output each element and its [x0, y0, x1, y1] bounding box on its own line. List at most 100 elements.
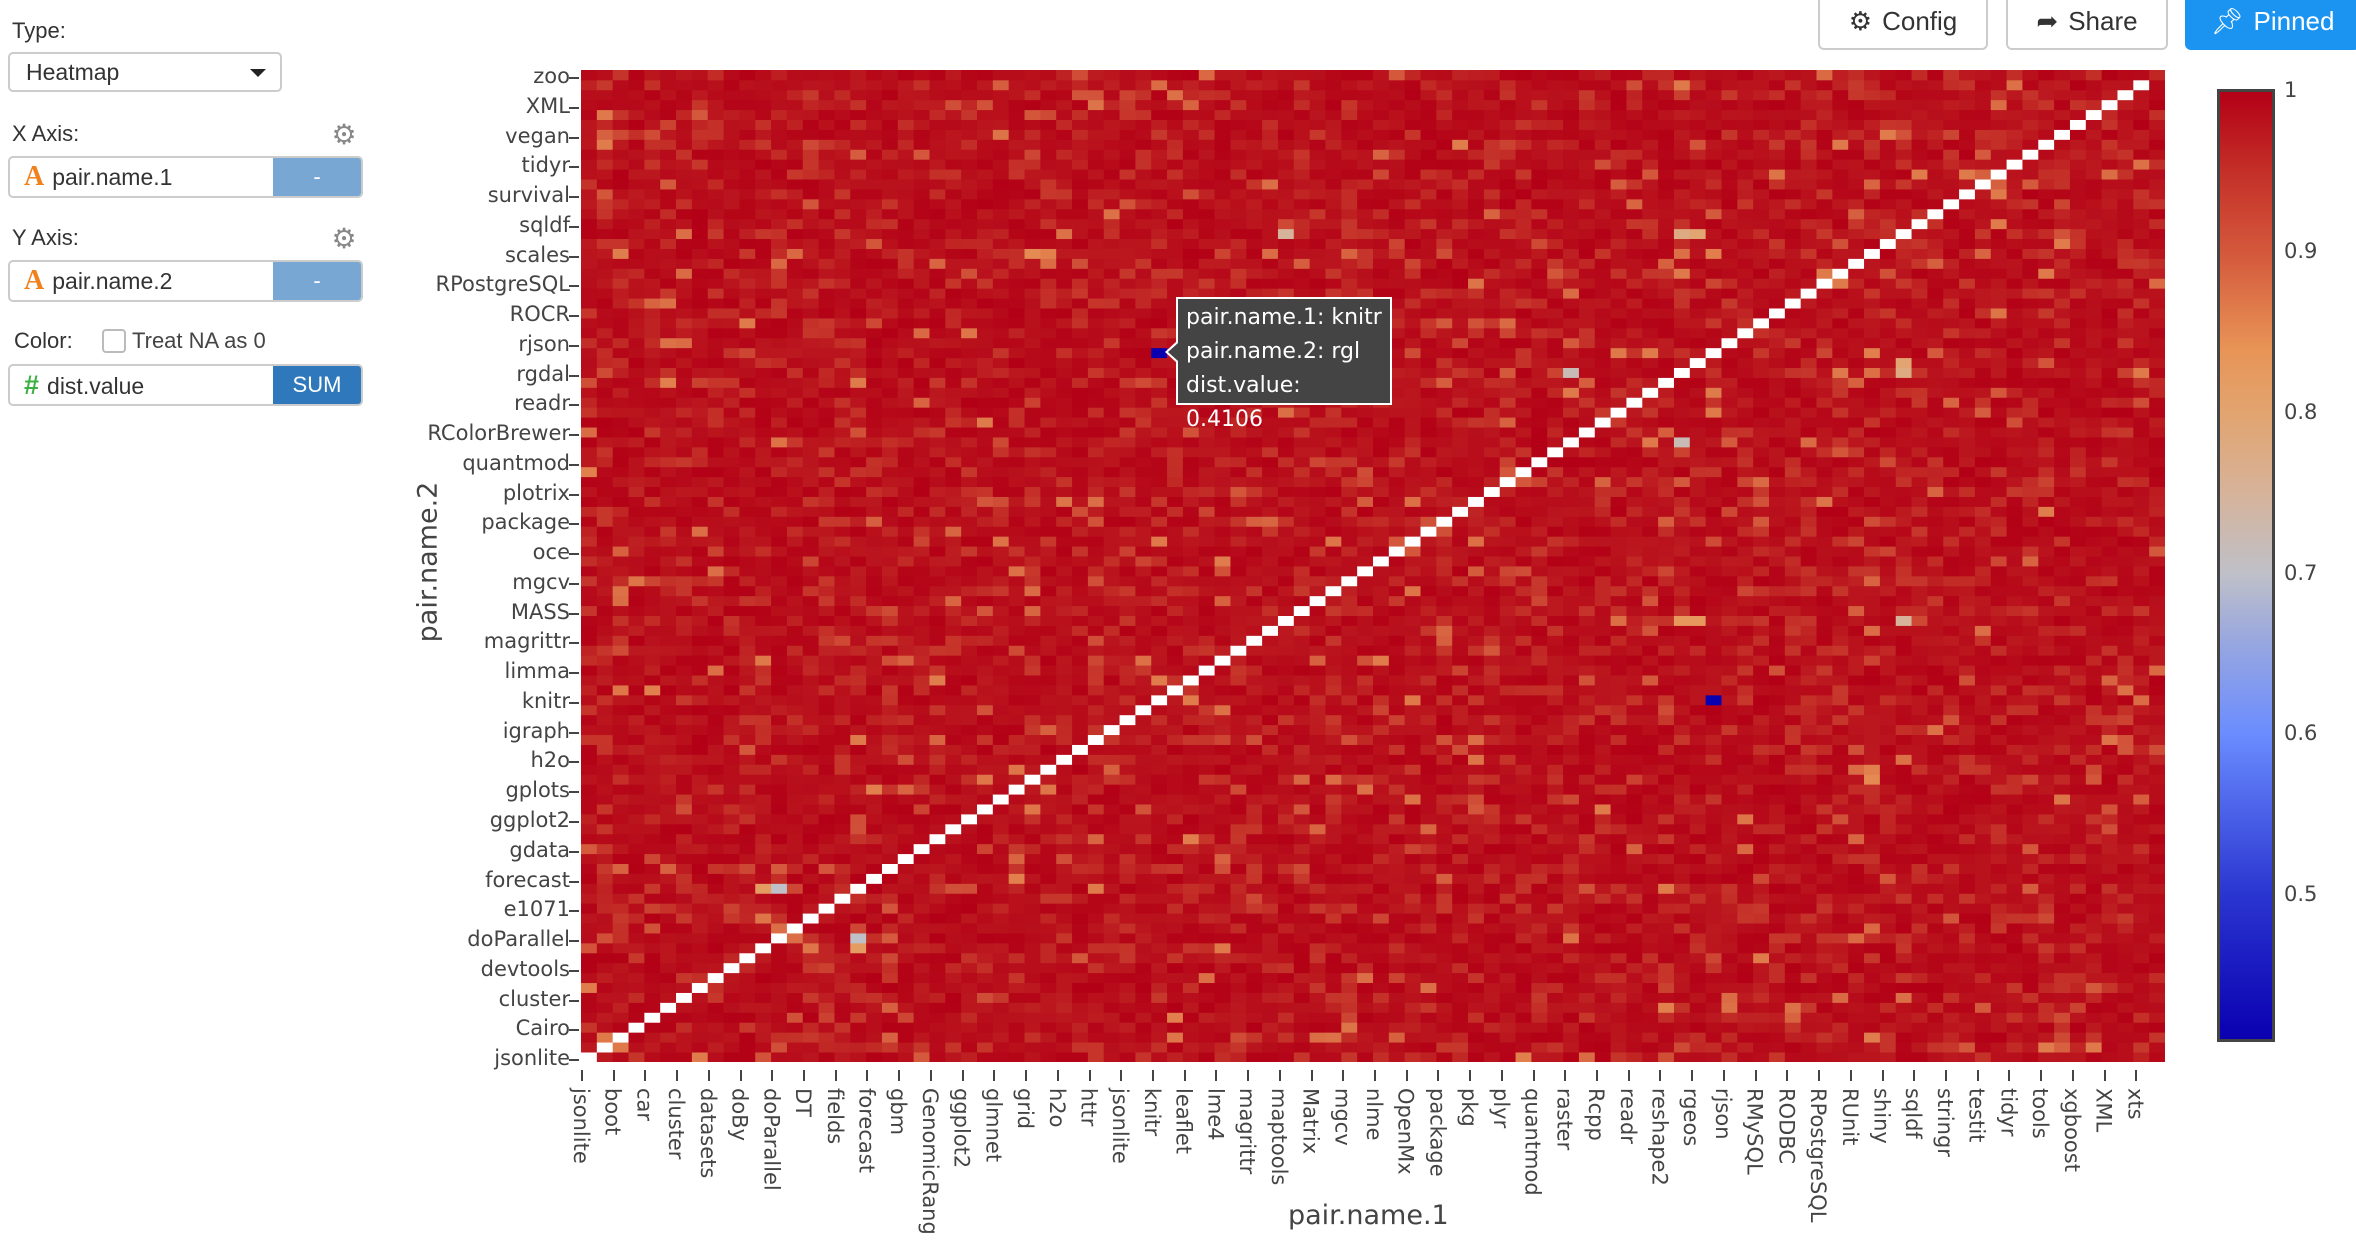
heatmap-cell[interactable] — [850, 595, 867, 607]
heatmap-cell[interactable] — [1167, 278, 1184, 289]
heatmap-cell[interactable] — [1182, 933, 1200, 944]
heatmap-cell[interactable] — [1325, 258, 1342, 269]
heatmap-cell[interactable] — [1309, 942, 1326, 954]
heatmap-cell[interactable] — [977, 982, 994, 993]
heatmap-cell[interactable] — [834, 387, 851, 398]
heatmap-cell[interactable] — [929, 704, 946, 716]
heatmap-cell[interactable] — [977, 179, 994, 190]
heatmap-cell[interactable] — [1040, 337, 1057, 349]
heatmap-cell[interactable] — [850, 774, 867, 785]
heatmap-cell[interactable] — [834, 744, 851, 755]
heatmap-cell[interactable] — [1325, 605, 1342, 616]
heatmap-cell[interactable] — [897, 407, 915, 418]
heatmap-cell[interactable] — [929, 228, 946, 240]
heatmap-cell[interactable] — [691, 814, 709, 825]
heatmap-cell[interactable] — [1072, 119, 1089, 130]
heatmap-cell[interactable] — [1230, 685, 1247, 696]
heatmap-cell[interactable] — [1151, 298, 1168, 309]
heatmap-cell[interactable] — [834, 595, 851, 607]
heatmap-cell[interactable] — [1357, 615, 1374, 626]
heatmap-cell[interactable] — [834, 675, 851, 686]
heatmap-cell[interactable] — [1024, 486, 1041, 497]
heatmap-cell[interactable] — [676, 724, 693, 736]
heatmap-cell[interactable] — [961, 694, 978, 706]
heatmap-cell[interactable] — [644, 347, 661, 359]
heatmap-cell[interactable] — [866, 585, 883, 597]
heatmap-cell[interactable] — [929, 843, 946, 855]
heatmap-cell[interactable] — [596, 804, 614, 815]
heatmap-cell[interactable] — [1230, 486, 1247, 497]
heatmap-cell[interactable] — [1151, 506, 1168, 517]
heatmap-cell[interactable] — [596, 189, 614, 200]
heatmap-cell[interactable] — [1151, 1012, 1168, 1023]
heatmap-cell[interactable] — [1214, 278, 1231, 289]
heatmap-cell[interactable] — [628, 843, 645, 855]
heatmap-cell[interactable] — [1008, 258, 1025, 269]
heatmap-cell[interactable] — [612, 952, 629, 964]
heatmap-cell[interactable] — [1262, 248, 1279, 259]
heatmap-cell[interactable] — [977, 506, 994, 517]
heatmap-cell[interactable] — [929, 347, 946, 359]
heatmap-cell[interactable] — [739, 962, 756, 974]
heatmap-cell[interactable] — [581, 169, 598, 180]
heatmap-cell[interactable] — [739, 913, 756, 924]
heatmap-cell[interactable] — [866, 694, 883, 706]
heatmap-cell[interactable] — [818, 139, 835, 150]
heatmap-cell[interactable] — [1277, 665, 1295, 676]
heatmap-cell[interactable] — [755, 556, 772, 567]
heatmap-cell[interactable] — [1182, 179, 1200, 190]
heatmap-cell[interactable] — [1119, 883, 1136, 894]
heatmap-cell[interactable] — [771, 694, 788, 706]
heatmap-cell[interactable] — [802, 774, 819, 785]
heatmap-cell[interactable] — [1040, 675, 1057, 686]
heatmap-cell[interactable] — [802, 575, 819, 587]
heatmap-cell[interactable] — [1293, 675, 1311, 686]
heatmap-cell[interactable] — [723, 556, 740, 567]
heatmap-cell[interactable] — [1214, 466, 1231, 478]
heatmap-cell[interactable] — [581, 893, 598, 904]
heatmap-cell[interactable] — [977, 833, 994, 845]
heatmap-cell[interactable] — [1008, 159, 1025, 170]
heatmap-cell[interactable] — [818, 228, 835, 240]
heatmap-cell[interactable] — [660, 278, 677, 289]
heatmap-cell[interactable] — [1198, 704, 1215, 716]
heatmap-cell[interactable] — [691, 942, 709, 954]
heatmap-cell[interactable] — [739, 893, 756, 904]
heatmap-cell[interactable] — [1167, 169, 1184, 180]
heatmap-cell[interactable] — [1230, 962, 1247, 974]
heatmap-cell[interactable] — [1357, 704, 1374, 716]
heatmap-cell[interactable] — [628, 1032, 645, 1043]
heatmap-cell[interactable] — [771, 784, 788, 795]
heatmap-cell[interactable] — [1230, 516, 1247, 527]
heatmap-cell[interactable] — [1024, 516, 1041, 527]
heatmap-cell[interactable] — [1119, 903, 1136, 914]
heatmap-cell[interactable] — [866, 456, 883, 468]
heatmap-cell[interactable] — [866, 843, 883, 855]
heatmap-cell[interactable] — [1309, 625, 1326, 636]
heatmap-cell[interactable] — [929, 397, 946, 408]
heatmap-cell[interactable] — [802, 456, 819, 468]
heatmap-cell[interactable] — [1309, 566, 1326, 577]
heatmap-cell[interactable] — [723, 99, 740, 111]
heatmap-cell[interactable] — [1325, 546, 1342, 557]
heatmap-cell[interactable] — [1008, 79, 1025, 91]
heatmap-cell[interactable] — [992, 248, 1010, 259]
heatmap-cell[interactable] — [707, 238, 724, 249]
heatmap-cell[interactable] — [1040, 427, 1057, 438]
heatmap-cell[interactable] — [1230, 774, 1247, 785]
heatmap-cell[interactable] — [628, 357, 645, 368]
heatmap-cell[interactable] — [581, 665, 598, 676]
heatmap-cell[interactable] — [850, 734, 867, 745]
heatmap-cell[interactable] — [660, 625, 677, 636]
heatmap-cell[interactable] — [977, 764, 994, 775]
heatmap-cell[interactable] — [755, 308, 772, 319]
heatmap-cell[interactable] — [866, 99, 883, 111]
heatmap-cell[interactable] — [850, 546, 867, 557]
heatmap-cell[interactable] — [1072, 526, 1089, 537]
heatmap-cell[interactable] — [1167, 575, 1184, 587]
heatmap-cell[interactable] — [1167, 427, 1184, 438]
heatmap-cell[interactable] — [1341, 238, 1358, 249]
heatmap-cell[interactable] — [1341, 427, 1358, 438]
heatmap-cell[interactable] — [834, 585, 851, 597]
heatmap-cell[interactable] — [786, 99, 804, 111]
